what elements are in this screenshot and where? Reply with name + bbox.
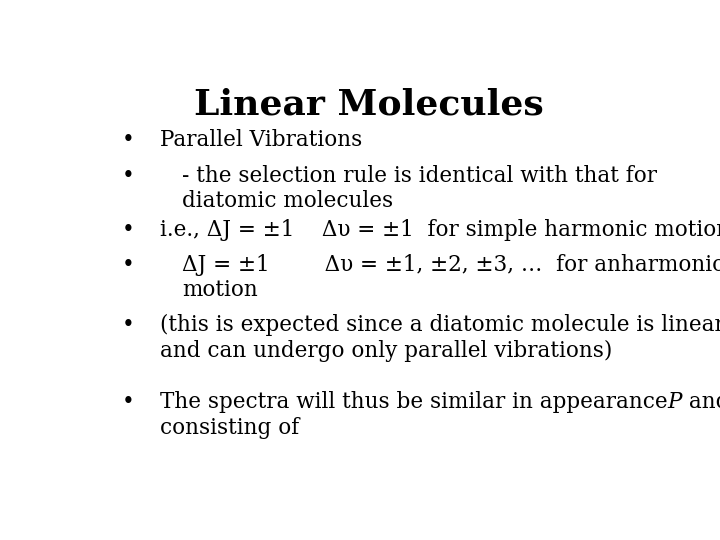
Text: Linear Molecules: Linear Molecules (194, 87, 544, 122)
Text: •: • (122, 391, 135, 413)
Text: and: and (682, 391, 720, 413)
Text: •: • (122, 165, 135, 187)
Text: •: • (122, 314, 135, 336)
Text: - the selection rule is identical with that for
diatomic molecules: - the selection rule is identical with t… (182, 165, 657, 212)
Text: i.e., ΔJ = ±1    Δυ = ±1  for simple harmonic motion: i.e., ΔJ = ±1 Δυ = ±1 for simple harmoni… (160, 219, 720, 241)
Text: •: • (122, 254, 135, 276)
Text: P: P (667, 391, 682, 413)
Text: Parallel Vibrations: Parallel Vibrations (160, 129, 362, 151)
Text: ΔJ = ±1        Δυ = ±1, ±2, ±3, …  for anharmonic
motion: ΔJ = ±1 Δυ = ±1, ±2, ±3, … for anharmoni… (182, 254, 720, 301)
Text: •: • (122, 129, 135, 151)
Text: •: • (122, 219, 135, 241)
Text: The spectra will thus be similar in appearance
consisting of: The spectra will thus be similar in appe… (160, 391, 667, 438)
Text: (this is expected since a diatomic molecule is linear
and can undergo only paral: (this is expected since a diatomic molec… (160, 314, 720, 362)
